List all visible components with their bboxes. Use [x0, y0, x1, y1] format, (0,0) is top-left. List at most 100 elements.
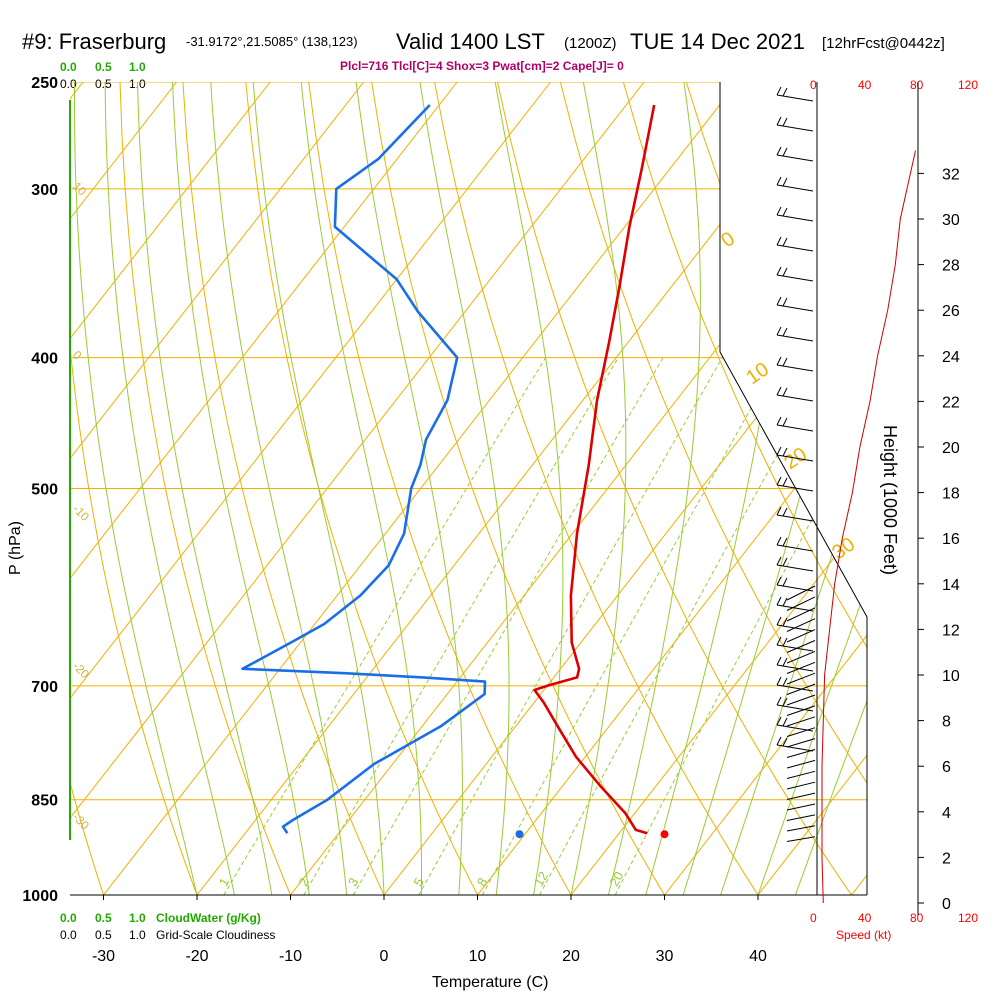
- x-tick-label: 10: [469, 948, 487, 965]
- height-axis-title: Height (1000 Feet): [880, 425, 900, 575]
- isotherm-line: [757, 82, 867, 895]
- wind-barb: [786, 694, 816, 706]
- wind-barb: [776, 214, 814, 222]
- valid-time: Valid 1400 LST: [396, 29, 545, 54]
- wind-barb: [786, 618, 816, 632]
- wind-barb: [786, 781, 816, 790]
- wind-speed-line: [821, 150, 916, 904]
- wind-barb: [776, 394, 814, 402]
- wind-barb-flag: [782, 657, 788, 667]
- wind-barb-flag: [776, 116, 782, 126]
- wind-barb: [786, 640, 816, 653]
- pressure-tick-label: 400: [31, 351, 58, 368]
- wind-barb-flag: [776, 536, 782, 546]
- wind-barb-flag: [782, 737, 788, 747]
- bottom-cloudwater-tick: 0.5: [95, 911, 112, 925]
- station-label: #9: Fraserburg: [22, 29, 166, 54]
- isotherm-line: [70, 82, 365, 895]
- dry-adiabat: [70, 82, 198, 895]
- x-axis-title: Temperature (C): [432, 974, 548, 991]
- wind-barb: [776, 604, 814, 612]
- wind-barb-flag: [782, 557, 788, 567]
- wind-barb-flag: [776, 636, 782, 646]
- wind-barb: [776, 564, 814, 572]
- wind-barb-flag: [776, 296, 782, 306]
- wind-barb: [786, 650, 816, 664]
- wind-barb-flag: [782, 387, 788, 397]
- dry-adiabat: [622, 82, 867, 895]
- speed-scale: 0 40 80 120 0 40 80 120 Speed (kt): [810, 78, 978, 942]
- moist-adiabat: [494, 82, 564, 895]
- wind-barb: [776, 744, 814, 752]
- height-tick-label: 2: [942, 850, 951, 867]
- bottom-cloudwater-tick: 1.0: [129, 911, 146, 925]
- wind-barb-flag: [776, 386, 782, 396]
- pressure-tick-label: 700: [31, 679, 58, 696]
- height-tick-label: 12: [942, 622, 960, 639]
- moist-adiabat: [720, 82, 867, 895]
- wind-barb: [786, 836, 816, 842]
- wind-barb: [786, 716, 816, 727]
- mixing-ratio-label: 12: [531, 869, 551, 889]
- station-coords: -31.9172°,21.5085° (138,123): [186, 34, 358, 49]
- wind-barb-flag: [776, 696, 782, 706]
- wind-barb-flag: [782, 597, 788, 607]
- wind-barb-flag: [782, 537, 788, 547]
- top-cloudwater-tick: 0.5: [95, 60, 112, 74]
- bottom-cloudiness-tick: 1.0: [129, 928, 146, 942]
- speed-tick-bottom: 80: [910, 911, 924, 925]
- mixing-ratio-line: [418, 357, 723, 895]
- dry-adiabat: [559, 82, 867, 895]
- height-tick-label: 8: [942, 714, 951, 731]
- wind-barb: [776, 184, 814, 192]
- pressure-tick-label: 500: [31, 482, 58, 499]
- wind-barb: [786, 770, 816, 779]
- mixing-ratio-label: 2: [295, 875, 312, 889]
- wind-barb: [776, 644, 814, 652]
- wind-barb: [776, 304, 814, 312]
- x-tick-label: -30: [92, 948, 115, 965]
- wind-barb: [776, 364, 814, 372]
- frame-diagonal: [719, 82, 868, 895]
- bottom-cloud-scale: 0.0 0.5 1.0 CloudWater (g/Kg) 0.0 0.5 1.…: [60, 911, 275, 942]
- speed-tick-top: 40: [858, 78, 872, 92]
- mixing-ratio-line: [481, 357, 780, 895]
- adiabat-label: -20: [70, 659, 92, 681]
- mixing-ratio-label: 3: [345, 875, 362, 889]
- temperature-line: [533, 104, 656, 835]
- x-tick-label: -20: [185, 948, 208, 965]
- wind-barb-flag: [776, 476, 782, 486]
- wind-barb-flag: [782, 717, 788, 727]
- height-tick-label: 6: [942, 759, 951, 776]
- dry-adiabat: [119, 82, 291, 895]
- height-tick-label: 4: [942, 805, 951, 822]
- valid-date: TUE 14 Dec 2021: [630, 29, 805, 54]
- wind-barb: [786, 596, 816, 611]
- height-tick-label: 20: [942, 440, 960, 457]
- wind-barb-flag: [782, 357, 788, 367]
- isotherm-label: 10: [742, 358, 773, 389]
- dry-adiabat: [434, 82, 759, 895]
- y-axis-title: P (hPa): [7, 521, 24, 575]
- isotherm-line: [70, 82, 271, 895]
- moist-adiabat: [300, 82, 422, 895]
- wind-barb-flag: [776, 266, 782, 276]
- speed-label: Speed (kt): [836, 928, 891, 942]
- wind-barb-flag: [782, 177, 788, 187]
- wind-barb-flag: [782, 447, 788, 457]
- wind-barb-flag: [776, 416, 782, 426]
- top-cloudwater-tick: 1.0: [129, 60, 146, 74]
- moist-adiabat: [104, 82, 235, 895]
- height-tick-label: 26: [942, 303, 960, 320]
- moist-adiabat: [252, 82, 385, 895]
- wind-barb-flag: [782, 147, 788, 157]
- wind-barb: [786, 705, 816, 716]
- moist-adiabat: [757, 82, 867, 895]
- wind-barb-flag: [776, 736, 782, 746]
- wind-barb: [786, 803, 816, 811]
- wind-barb: [786, 738, 816, 748]
- wind-barb-flag: [782, 507, 788, 517]
- wind-barb-flag: [782, 417, 788, 427]
- mixing-ratio-line: [303, 357, 619, 895]
